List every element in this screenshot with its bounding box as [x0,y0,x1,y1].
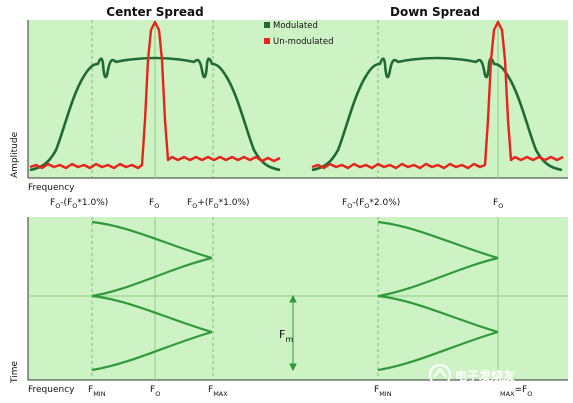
down-curve-1 [377,220,499,260]
top-guide-lines [91,20,379,178]
center-curve-4 [91,330,213,372]
watermark: 电子发烧友 [429,364,515,386]
watermark-logo-mark [433,367,447,378]
amplitude-axis-label: Amplitude [10,131,20,178]
frequency-axis-label-bottom: Frequency [28,385,75,395]
down-curve-4 [377,330,499,372]
label-bottom-center-fo: FO [150,385,160,398]
label-down-low: FO-(FO*2.0%) [342,198,400,210]
legend-unmodulated-swatch [264,38,270,44]
label-bottom-center-max: FMAX [208,385,228,398]
center-time-curves [91,220,213,372]
fm-arrow-down [289,363,297,372]
label-down-fo: FO [493,198,503,210]
fm-label: Fm [279,328,293,344]
center-curve-1 [91,220,213,260]
fm-arrow-up [289,294,297,303]
label-center-low: FO-(FO*1.0%) [50,198,108,210]
down-time-curves [377,220,499,372]
legend-unmodulated-label: Un-modulated [273,37,333,47]
down-curve-2 [377,256,499,298]
label-bottom-center-min: FMIN [88,385,106,398]
time-axis-label: Time [10,361,20,384]
down-curve-3 [377,294,499,334]
watermark-text: 电子发烧友 [455,368,515,383]
bottom-solid-guides [28,217,568,380]
label-bottom-down-min: FMIN [374,385,392,398]
center-modulated-curve [29,56,281,172]
center-spread-title: Center Spread [106,5,203,19]
label-bottom-down-max-fo: MAX=FO [500,385,532,398]
top-solid-guides [154,20,499,178]
label-center-fo: FO [149,198,159,210]
label-center-high: FO+(FO*1.0%) [187,198,250,210]
legend-modulated-label: Modulated [273,21,318,31]
down-unmodulated-curve [311,20,564,170]
down-spread-title: Down Spread [390,5,480,19]
watermark-logo-icon [429,364,451,386]
time-panel [28,217,568,380]
center-unmodulated-curve [29,20,281,170]
center-curve-2 [91,256,213,298]
frequency-axis-label-top: Frequency [28,183,75,193]
amplitude-panel [28,20,568,178]
fm-bracket [289,294,297,372]
center-curve-3 [91,294,213,334]
legend-modulated-swatch [264,22,270,28]
